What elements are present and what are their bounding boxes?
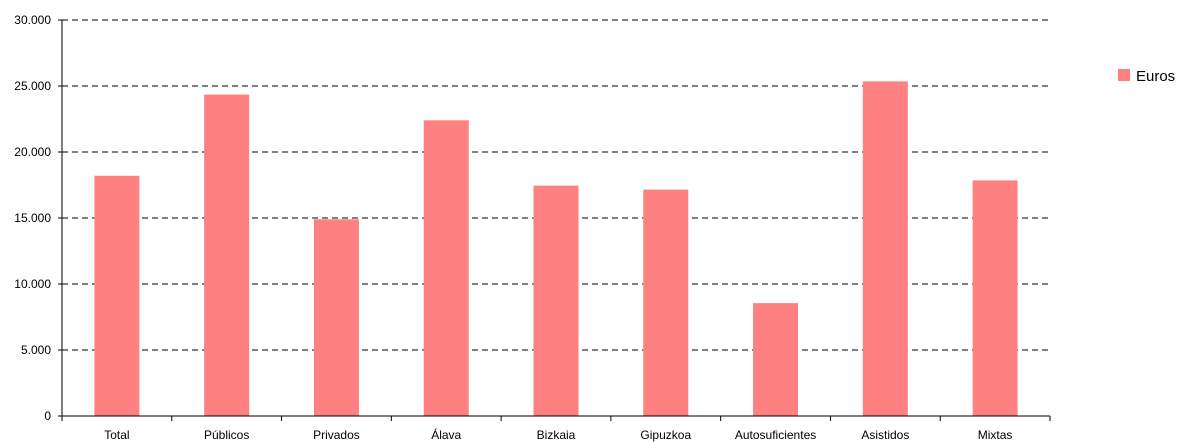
x-tick-label: Total: [104, 428, 129, 442]
bar-asistidos: [862, 81, 908, 416]
y-tick-label: 20.000: [14, 145, 51, 159]
bar-mixtas: [972, 180, 1018, 416]
x-tick-label: Asistidos: [861, 428, 909, 442]
bar-públicos: [204, 94, 250, 416]
bar-bizkaia: [533, 185, 579, 416]
y-tick-label: 25.000: [14, 79, 51, 93]
x-axis-ticks: Total Públicos Privados Álava Bizkaia Gipuzko…: [61, 416, 1051, 442]
bar-autosuficientes: [753, 303, 799, 416]
x-tick-label: Gipuzkoa: [640, 428, 691, 442]
y-tick-label: 15.000: [14, 211, 51, 225]
x-tick-label: Bizkaia: [537, 428, 576, 442]
x-tick-label: Mixtas: [978, 428, 1013, 442]
x-tick-label: Autosuficientes: [735, 428, 816, 442]
bar-total: [94, 175, 140, 416]
bars: [94, 81, 1018, 416]
y-tick-label: 30.000: [14, 13, 51, 27]
legend-label-euros: Euros: [1136, 68, 1175, 85]
y-tick-label: 10.000: [14, 277, 51, 291]
legend-swatch-euros: [1118, 69, 1130, 81]
x-tick-label: Álava: [431, 427, 461, 442]
bar-gipuzkoa: [643, 189, 689, 416]
x-tick-label: Privados: [313, 428, 360, 442]
legend: Euros: [1118, 68, 1175, 85]
y-axis-ticks: 0 5.000 10.000 15.000 20.000 25.000 30.000: [14, 13, 62, 423]
y-tick-label: 5.000: [21, 343, 51, 357]
y-tick-label: 0: [44, 409, 51, 423]
x-tick-label: Públicos: [204, 428, 249, 442]
bar-privados: [313, 219, 359, 416]
bar-álava: [423, 120, 469, 416]
